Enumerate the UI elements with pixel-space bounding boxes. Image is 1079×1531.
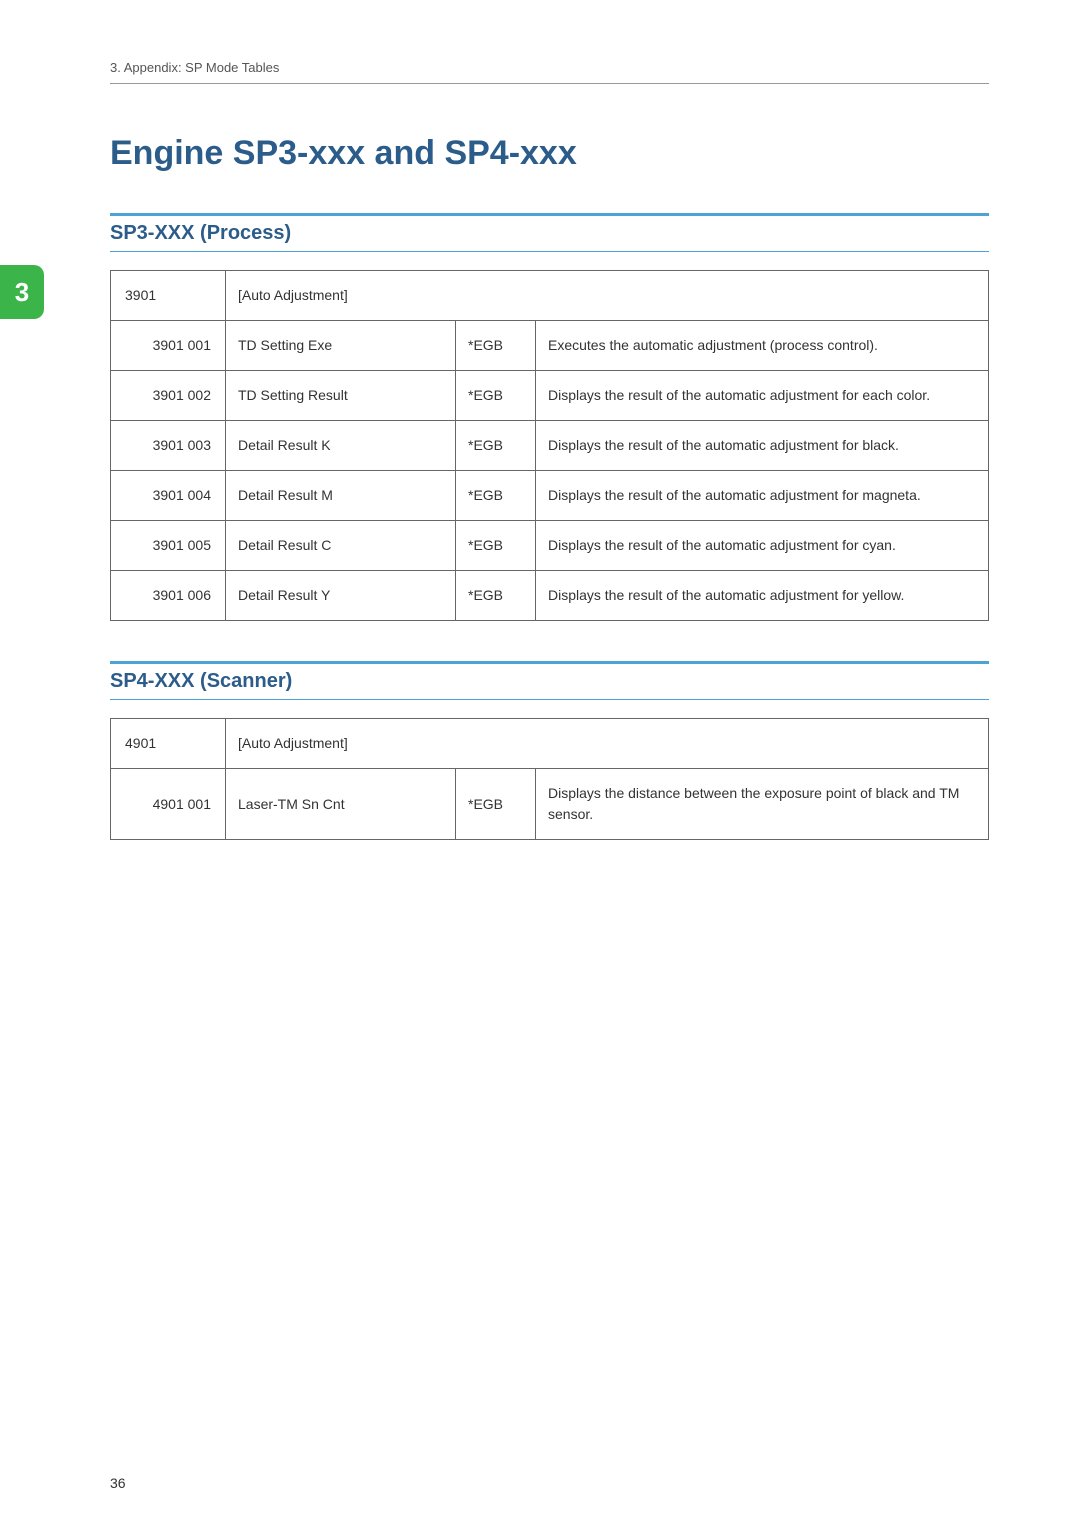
section1-table: 3901 [Auto Adjustment] 3901 001 TD Setti… — [110, 270, 989, 621]
row-tag: *EGB — [456, 471, 536, 521]
row-desc: Executes the automatic adjustment (proce… — [536, 321, 989, 371]
row-code: 4901 001 — [111, 769, 226, 840]
row-desc: Displays the result of the automatic adj… — [536, 471, 989, 521]
header-rule — [110, 83, 989, 84]
row-name: TD Setting Result — [226, 371, 456, 421]
page-number: 36 — [110, 1475, 126, 1491]
row-tag: *EGB — [456, 371, 536, 421]
table-row: 3901 001 TD Setting Exe *EGB Executes th… — [111, 321, 989, 371]
row-name: Detail Result C — [226, 521, 456, 571]
row-tag: *EGB — [456, 571, 536, 621]
row-desc: Displays the result of the automatic adj… — [536, 421, 989, 471]
table-row: 3901 003 Detail Result K *EGB Displays t… — [111, 421, 989, 471]
row-name: Detail Result M — [226, 471, 456, 521]
row-code: 3901 002 — [111, 371, 226, 421]
row-tag: *EGB — [456, 321, 536, 371]
section2-heading: SP4-XXX (Scanner) — [110, 661, 989, 700]
row-name: TD Setting Exe — [226, 321, 456, 371]
group-code: 3901 — [111, 271, 226, 321]
header-breadcrumb: 3. Appendix: SP Mode Tables — [110, 60, 989, 75]
row-name: Detail Result K — [226, 421, 456, 471]
table-group-row: 4901 [Auto Adjustment] — [111, 719, 989, 769]
row-tag: *EGB — [456, 421, 536, 471]
row-name: Detail Result Y — [226, 571, 456, 621]
row-code: 3901 004 — [111, 471, 226, 521]
row-desc: Displays the result of the automatic adj… — [536, 521, 989, 571]
row-code: 3901 006 — [111, 571, 226, 621]
side-tab: 3 — [0, 265, 44, 319]
group-label: [Auto Adjustment] — [226, 719, 989, 769]
row-code: 3901 003 — [111, 421, 226, 471]
side-tab-label: 3 — [15, 277, 29, 308]
row-tag: *EGB — [456, 769, 536, 840]
page-title: Engine SP3-xxx and SP4-xxx — [110, 134, 989, 173]
table-row: 3901 005 Detail Result C *EGB Displays t… — [111, 521, 989, 571]
table-row: 3901 002 TD Setting Result *EGB Displays… — [111, 371, 989, 421]
row-desc: Displays the distance between the exposu… — [536, 769, 989, 840]
section2-table: 4901 [Auto Adjustment] 4901 001 Laser-TM… — [110, 718, 989, 840]
table-row: 4901 001 Laser-TM Sn Cnt *EGB Displays t… — [111, 769, 989, 840]
row-code: 3901 005 — [111, 521, 226, 571]
row-desc: Displays the result of the automatic adj… — [536, 571, 989, 621]
row-tag: *EGB — [456, 521, 536, 571]
row-name: Laser-TM Sn Cnt — [226, 769, 456, 840]
table-group-row: 3901 [Auto Adjustment] — [111, 271, 989, 321]
section1-heading: SP3-XXX (Process) — [110, 213, 989, 252]
group-label: [Auto Adjustment] — [226, 271, 989, 321]
table-row: 3901 006 Detail Result Y *EGB Displays t… — [111, 571, 989, 621]
row-desc: Displays the result of the automatic adj… — [536, 371, 989, 421]
row-code: 3901 001 — [111, 321, 226, 371]
table-row: 3901 004 Detail Result M *EGB Displays t… — [111, 471, 989, 521]
group-code: 4901 — [111, 719, 226, 769]
